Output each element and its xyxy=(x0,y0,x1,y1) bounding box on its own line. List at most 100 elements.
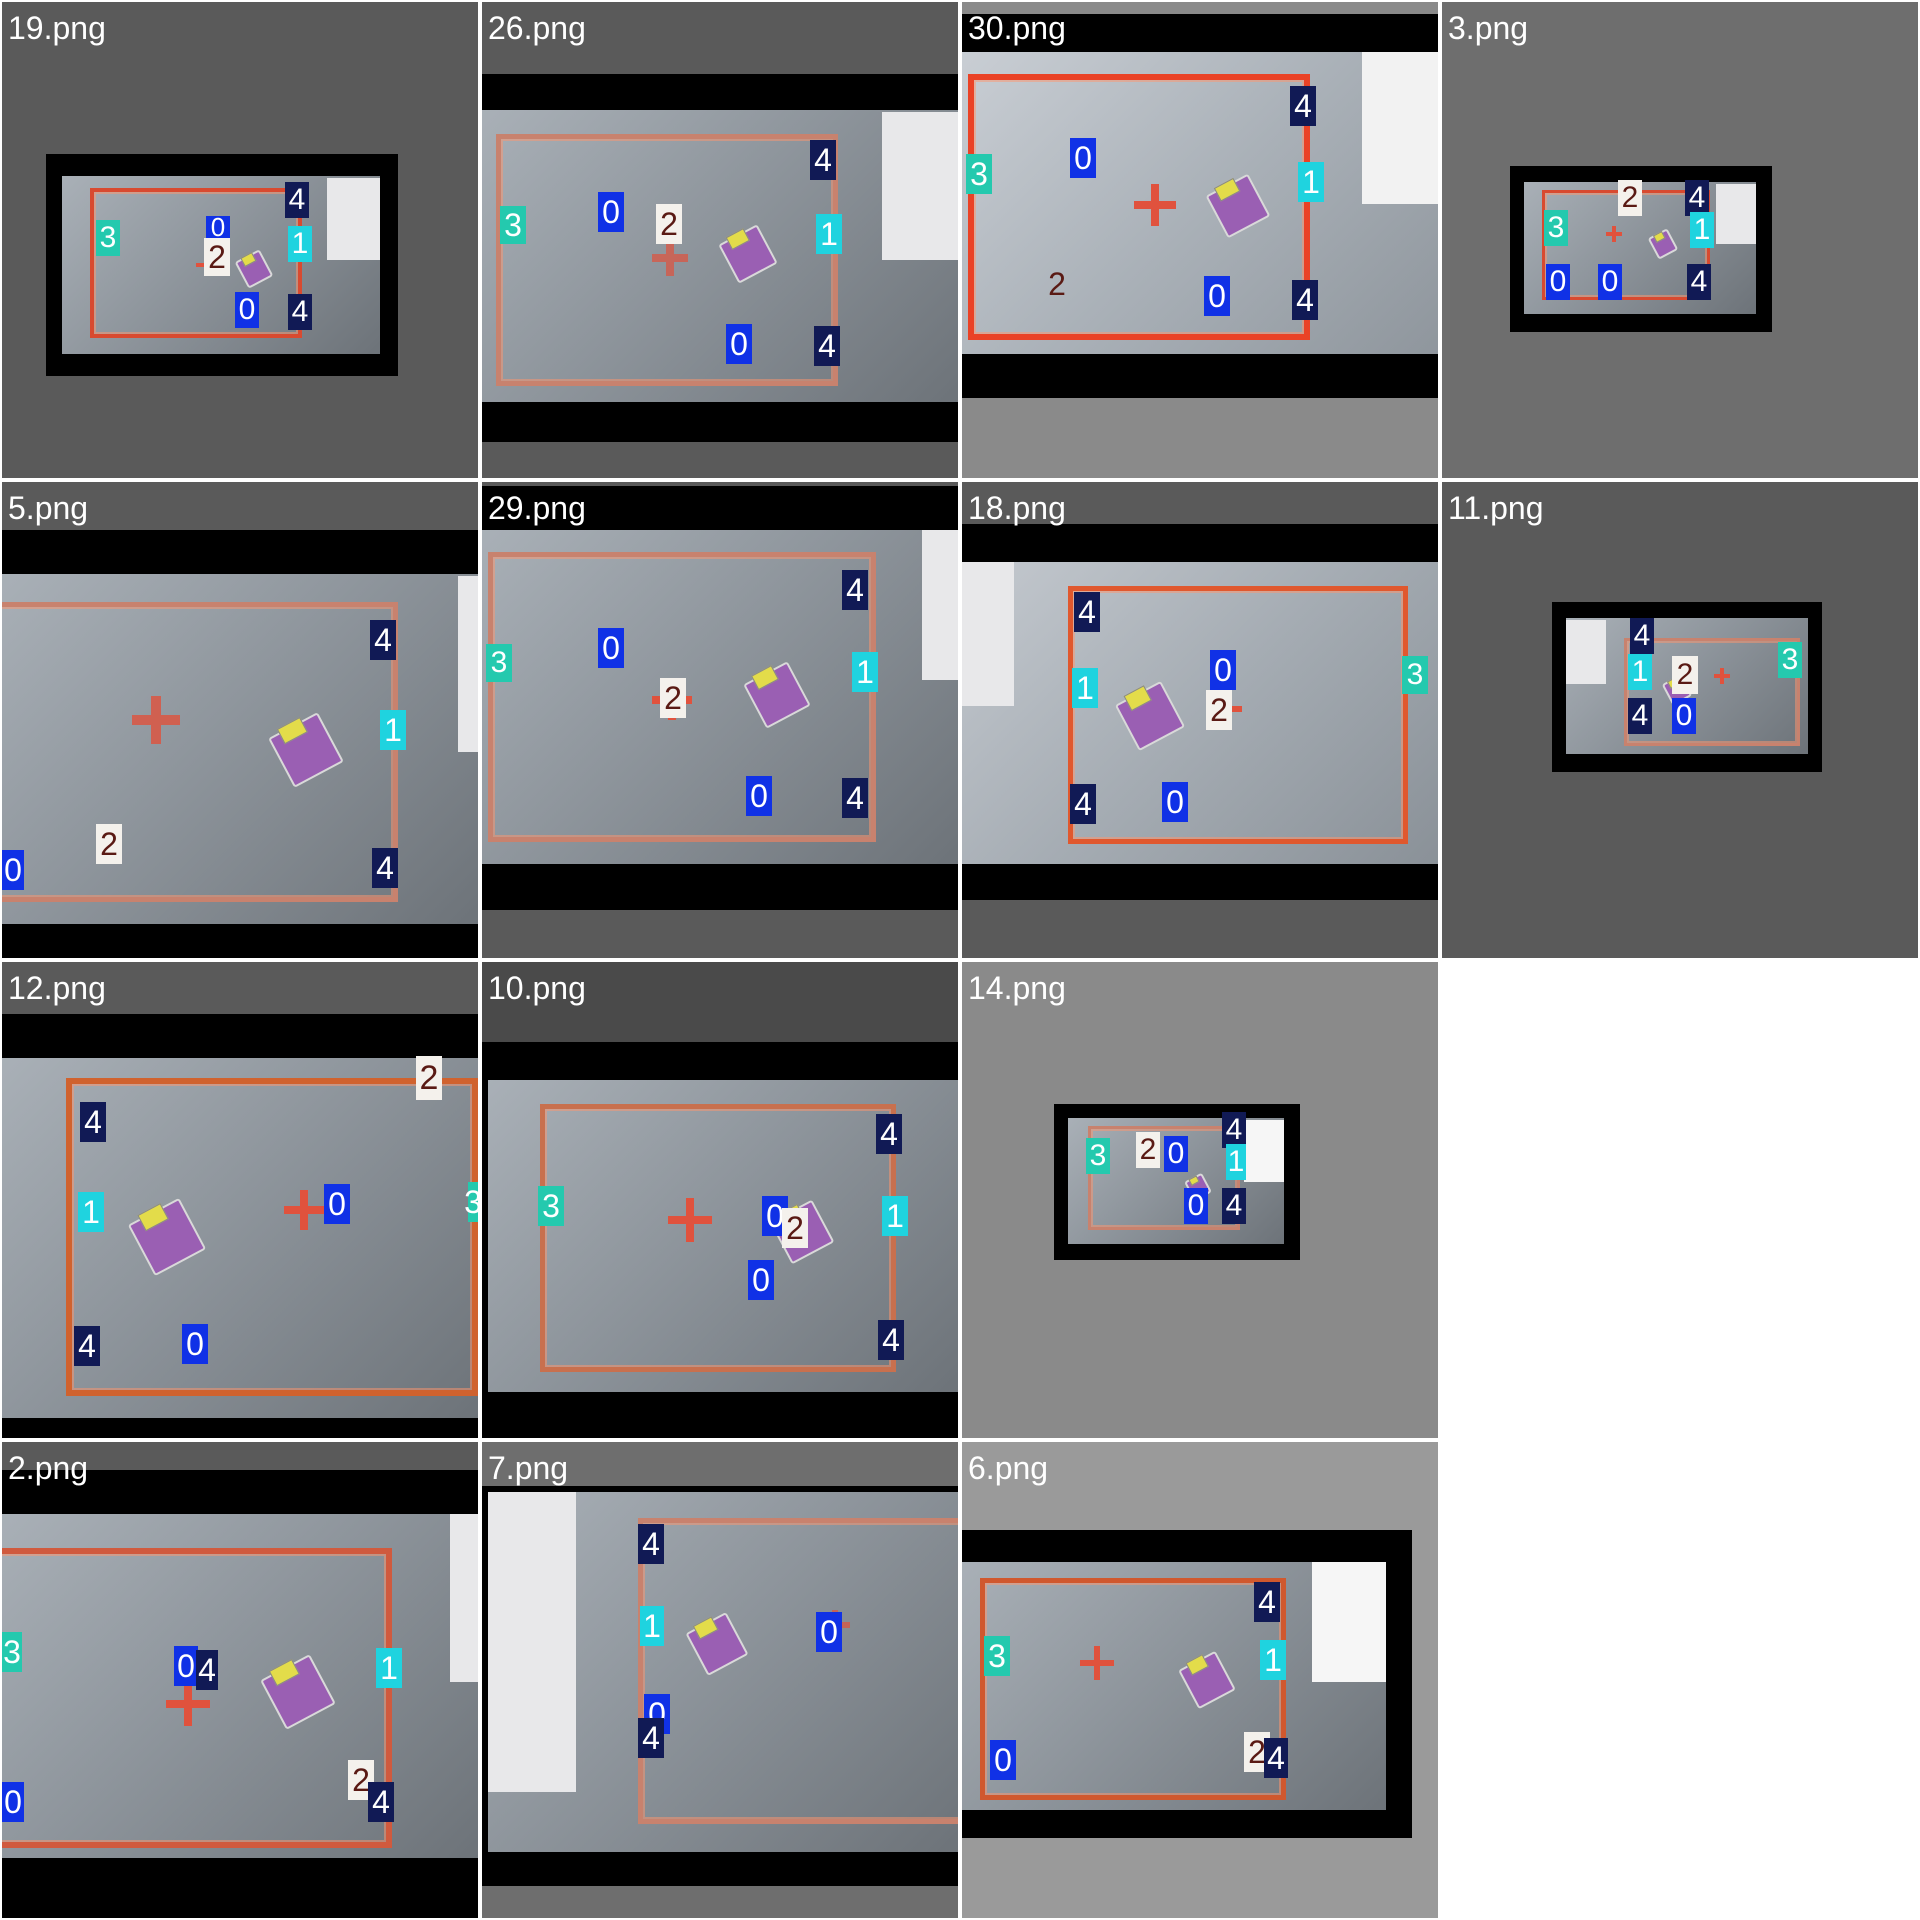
detection-label: 1 xyxy=(1226,1144,1246,1180)
detection-label: 0 xyxy=(324,1184,350,1224)
tile-filename-label: 14.png xyxy=(968,970,1066,1006)
tile-10: 4 3 0 2 1 0 4 10.png xyxy=(482,962,958,1438)
detection-label: 0 xyxy=(1672,698,1696,734)
detection-label: 0 xyxy=(746,776,772,816)
tile-photo xyxy=(962,1562,1386,1810)
tile-filename-label: 6.png xyxy=(968,1450,1049,1486)
detection-label: 1 xyxy=(816,214,842,254)
tile-photo xyxy=(962,52,1438,354)
detection-label: 2 xyxy=(1136,1132,1160,1168)
tile-18: 4 0 2 1 3 4 0 18.png xyxy=(962,482,1438,958)
detection-label: 4 xyxy=(876,1114,902,1154)
detection-label: 3 xyxy=(966,154,992,194)
detection-label: 0 xyxy=(206,214,230,240)
detection-label: 4 xyxy=(814,326,840,366)
detection-label: 3 xyxy=(1778,642,1802,678)
detection-label: 1 xyxy=(1690,212,1714,248)
tile-filename-label: 3.png xyxy=(1448,10,1529,46)
tile-30: 3 0 4 1 2 0 4 30.png xyxy=(962,2,1438,478)
tile-12: 2 4 1 0 3 4 0 12.png xyxy=(2,962,478,1438)
detection-label: 4 xyxy=(842,570,868,610)
tile-filename-label: 12.png xyxy=(8,970,106,1006)
detection-label: 4 xyxy=(1687,264,1711,300)
detection-label: 0 xyxy=(598,192,624,232)
detection-label: 0 xyxy=(598,628,624,668)
detection-label: 1 xyxy=(380,710,406,750)
detection-label: 3 xyxy=(464,1182,478,1222)
detection-label: 4 xyxy=(368,1782,394,1822)
tile-filename-label: 10.png xyxy=(488,970,586,1006)
detection-label: 0 xyxy=(1546,264,1570,300)
detection-label: 2 xyxy=(1618,180,1642,216)
detection-label: 1 xyxy=(1628,654,1652,690)
detection-label: 1 xyxy=(1072,668,1098,708)
detection-label: 4 xyxy=(878,1320,904,1360)
detection-label: 4 xyxy=(74,1326,100,1366)
tile-filename-label: 11.png xyxy=(1448,490,1544,526)
detection-label: 4 xyxy=(1628,698,1652,734)
detection-label: 0 xyxy=(2,1782,24,1822)
detection-label: 4 xyxy=(638,1524,664,1564)
detection-label: 4 xyxy=(1074,592,1100,632)
detection-label: 4 xyxy=(196,1650,218,1690)
detection-label: 2 xyxy=(416,1056,442,1100)
detection-label: 3 xyxy=(2,1632,22,1672)
detection-label: 4 xyxy=(1292,280,1318,320)
detection-label: 0 xyxy=(1184,1188,1208,1224)
tile-filename-label: 7.png xyxy=(488,1450,569,1486)
tile-filename-label: 26.png xyxy=(488,10,586,46)
tile-photo xyxy=(2,1514,478,1858)
tile-photo xyxy=(2,574,478,924)
tile-29: 3 0 2 4 1 0 4 29.png xyxy=(482,482,958,958)
tile-26: 3 0 2 4 1 0 4 26.png xyxy=(482,2,958,478)
detection-label: 3 xyxy=(486,644,512,682)
tile-3: 2 4 3 1 0 0 4 3.png xyxy=(1442,2,1918,478)
detection-label: 3 xyxy=(500,206,526,244)
detection-label: 4 xyxy=(1685,180,1709,216)
detection-label: 2 xyxy=(1048,266,1066,302)
detection-label: 3 xyxy=(1544,210,1568,246)
detection-label: 4 xyxy=(288,294,312,330)
tile-photo xyxy=(482,530,958,864)
detection-label: 4 xyxy=(370,620,396,660)
detection-label: 3 xyxy=(538,1186,564,1226)
tile-filename-label: 19.png xyxy=(8,10,106,46)
tile-photo xyxy=(62,176,380,354)
detection-label: 0 xyxy=(1210,650,1236,690)
detection-label: 0 xyxy=(748,1260,774,1300)
detection-label: 4 xyxy=(285,182,309,218)
detection-label: 4 xyxy=(1254,1582,1280,1622)
detection-label: 4 xyxy=(1222,1188,1246,1224)
detection-label: 0 xyxy=(726,324,752,364)
detection-label: 4 xyxy=(1290,86,1316,126)
detection-label: 4 xyxy=(1630,618,1654,654)
detection-label: 4 xyxy=(810,140,836,180)
tile-7: 4 1 0 0 4 7.png xyxy=(482,1442,958,1918)
detection-label: 1 xyxy=(640,1606,664,1646)
detection-label: 2 xyxy=(656,204,682,244)
detection-label: 3 xyxy=(96,220,120,256)
tile-photo xyxy=(482,110,958,402)
detection-label: 2 xyxy=(782,1208,808,1248)
detection-label: 0 xyxy=(182,1324,208,1364)
detection-label: 4 xyxy=(1222,1112,1246,1148)
detection-label: 3 xyxy=(1402,656,1428,694)
detection-label: 0 xyxy=(816,1612,842,1652)
detection-label: 1 xyxy=(288,226,312,262)
tile-filename-label: 29.png xyxy=(488,490,586,526)
tile-11: 4 1 2 3 4 0 11.png xyxy=(1442,482,1918,958)
detection-label: 0 xyxy=(990,1740,1016,1780)
detection-label: 0 xyxy=(1162,782,1188,822)
detection-label: 1 xyxy=(1260,1640,1286,1680)
detection-label: 0 xyxy=(1164,1136,1188,1172)
detection-label: 2 xyxy=(1206,690,1232,730)
tile-6: 4 3 1 0 2 4 6.png xyxy=(962,1442,1438,1918)
detection-label: 2 xyxy=(1672,656,1698,694)
tile-filename-label: 18.png xyxy=(968,490,1066,526)
tile-filename-label: 5.png xyxy=(8,490,89,526)
detection-label: 0 xyxy=(1070,138,1096,178)
detection-label: 1 xyxy=(1298,162,1324,202)
detection-label: 0 xyxy=(174,1646,198,1686)
detection-label: 3 xyxy=(1086,1138,1110,1174)
